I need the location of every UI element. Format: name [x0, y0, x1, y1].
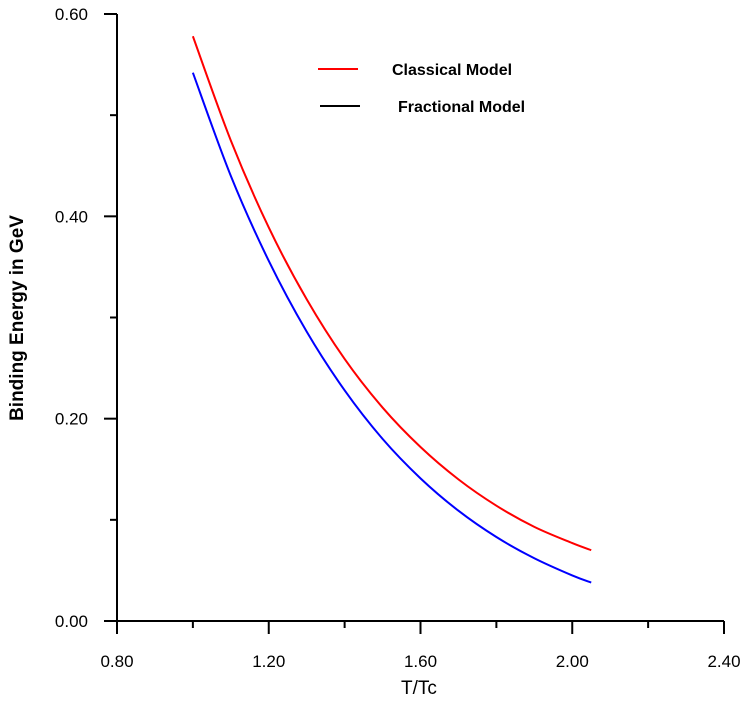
- x-tick-label: 1.20: [252, 652, 285, 671]
- legend: Classical Model Fractional Model: [318, 62, 525, 116]
- fractional-model-line: [191, 72, 592, 584]
- classical-model-line: [191, 35, 592, 552]
- x-tick-label: 0.80: [100, 652, 133, 671]
- x-tick-label: 2.00: [556, 652, 589, 671]
- y-tick-label: 0.20: [55, 410, 88, 429]
- legend-label-fractional-model: Fractional Model: [398, 99, 525, 116]
- y-axis-title: Binding Energy in GeV: [7, 215, 28, 421]
- y-tick-label: 0.40: [55, 207, 88, 226]
- x-tick-label: 1.60: [404, 652, 437, 671]
- x-tick-label: 2.40: [707, 652, 740, 671]
- series-layer: [191, 35, 592, 584]
- ticks: 0.80 1.20 1.60 2.00 2.40 0.00 0.20 0.40 0.60: [55, 5, 741, 671]
- y-tick-label: 0.00: [55, 612, 88, 631]
- legend-label-classical-model: Classical Model: [392, 62, 512, 79]
- y-tick-label: 0.60: [55, 5, 88, 24]
- x-axis-title: T/Tc: [401, 678, 437, 699]
